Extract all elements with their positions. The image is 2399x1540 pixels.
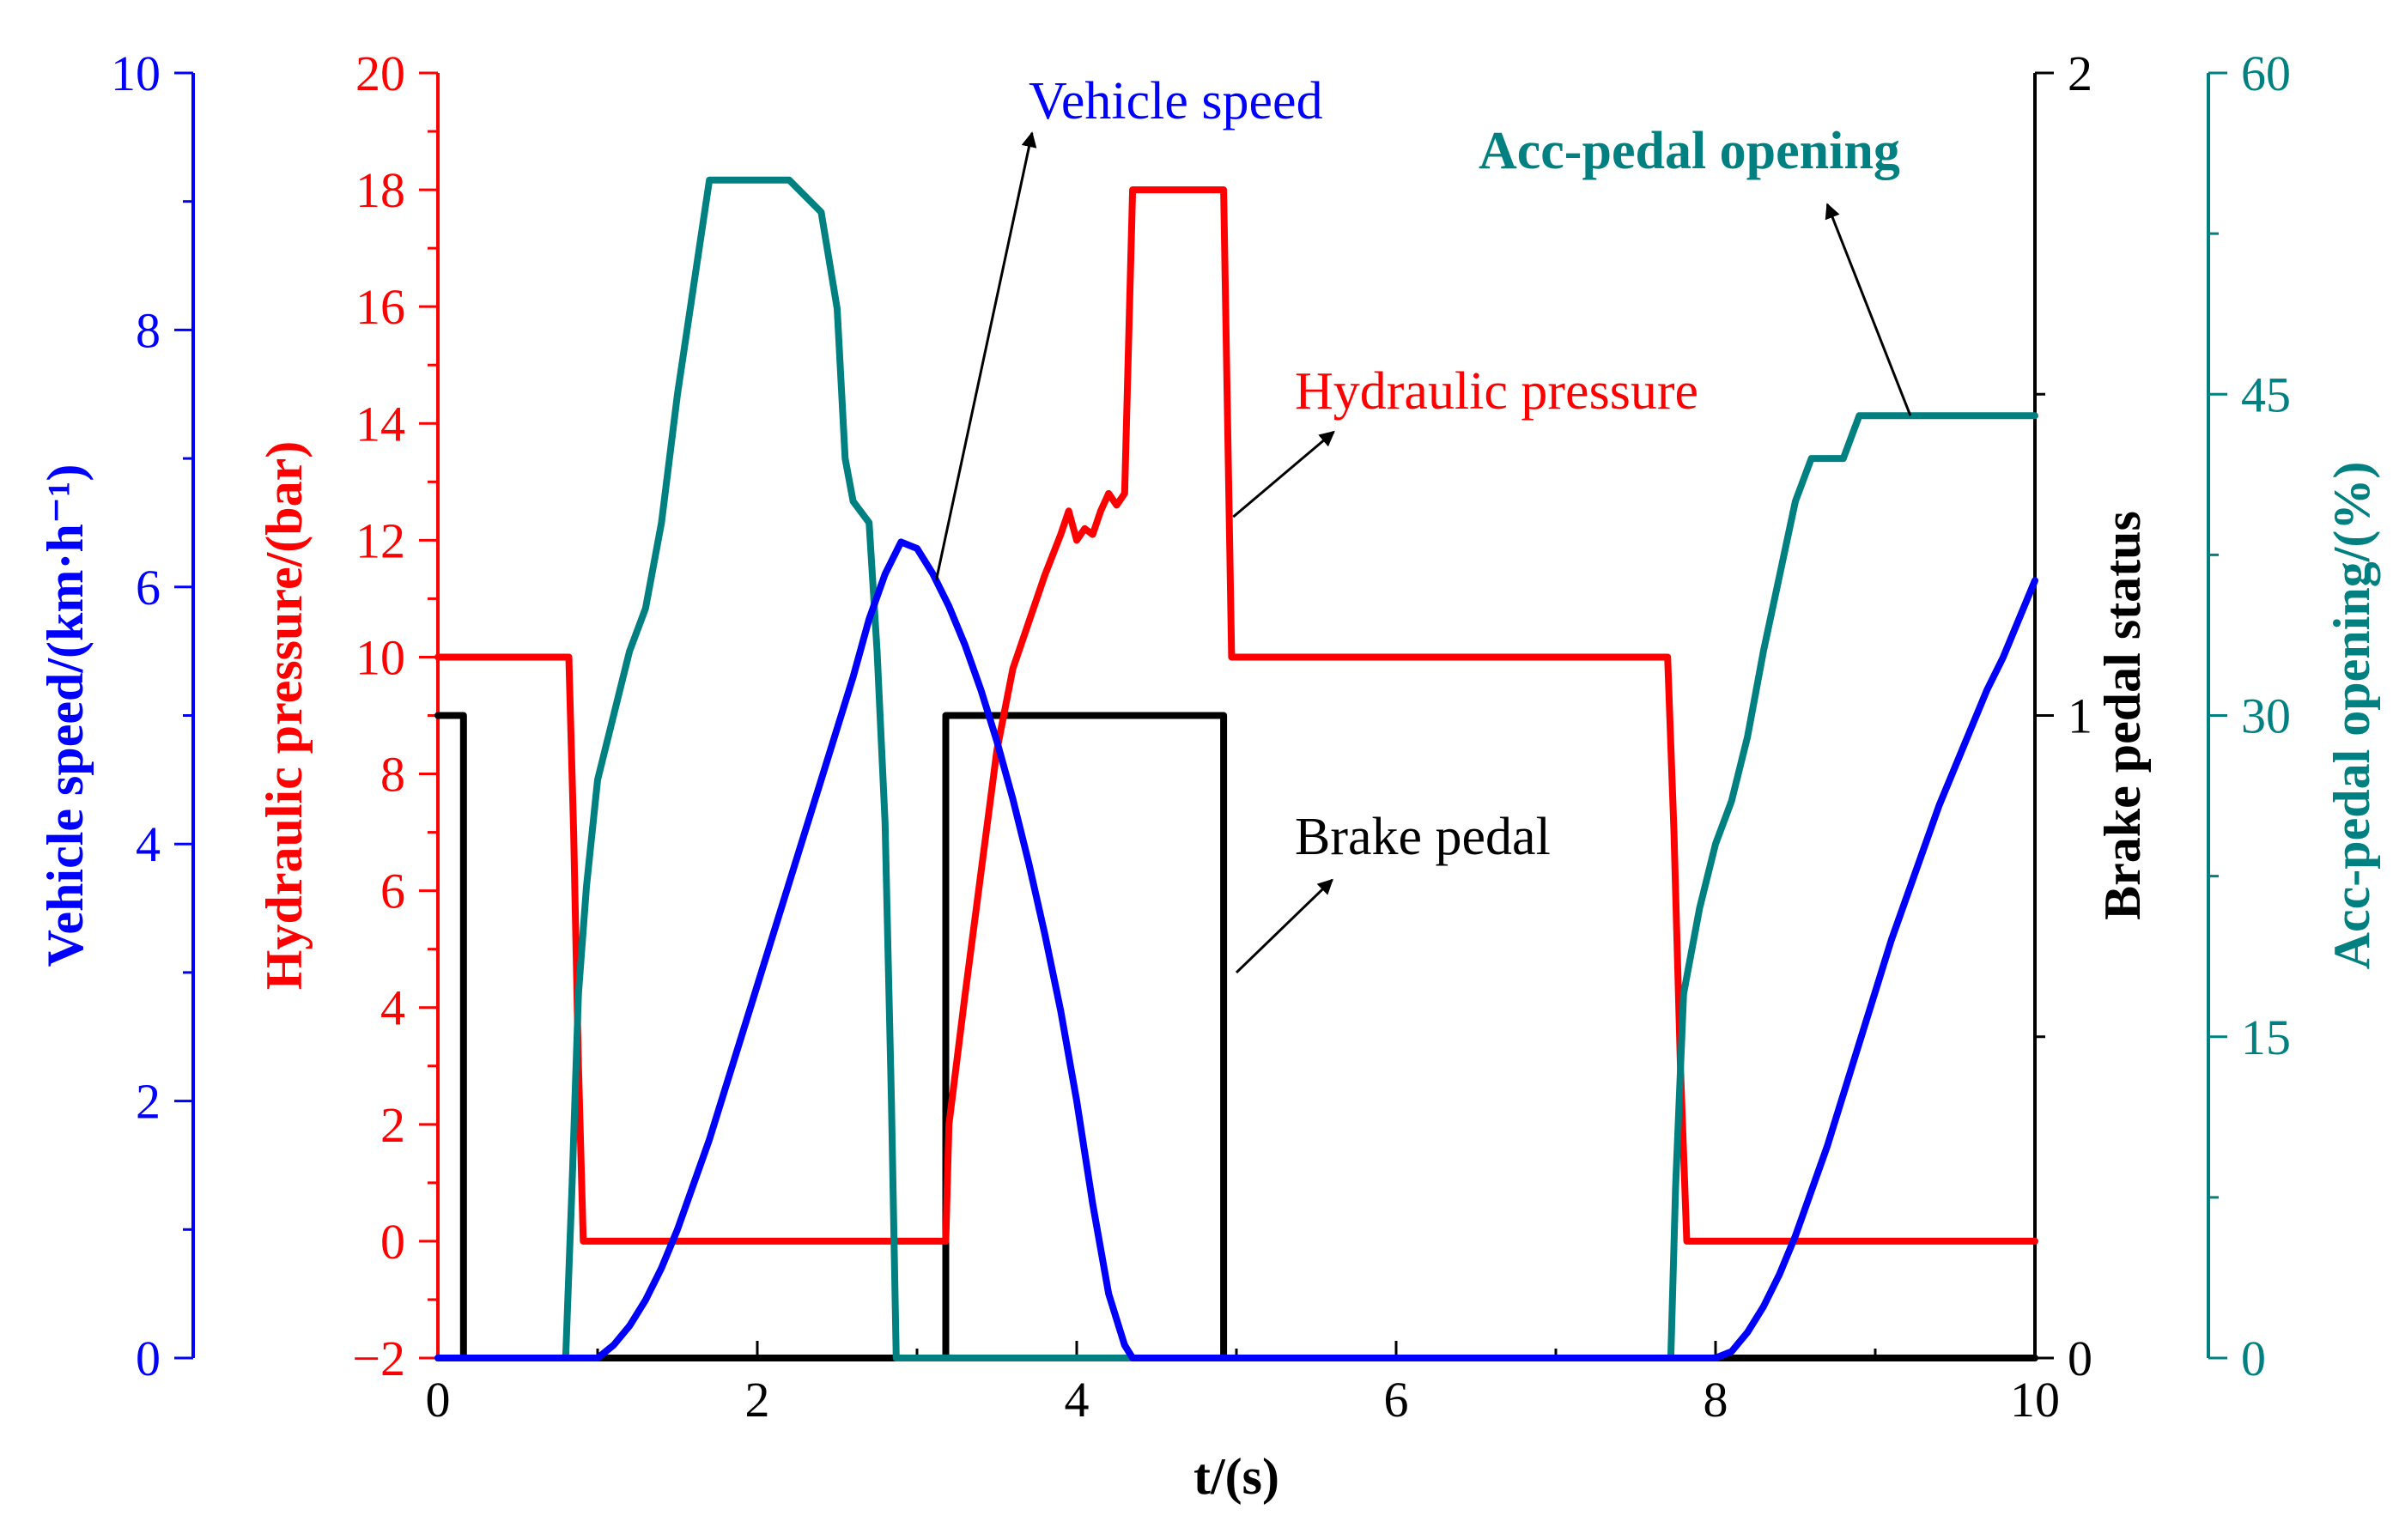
acc-tick-label: 0 <box>2241 1331 2266 1386</box>
speed-tick-label: 6 <box>136 560 161 615</box>
annotation-arrow-brake-pedal <box>1235 878 1333 973</box>
pressure-tick-label: 2 <box>380 1097 405 1153</box>
brake-tick-label: 1 <box>2068 688 2092 744</box>
series-hydraulic-pressure <box>434 186 2038 1245</box>
pressure-tick-label: 16 <box>355 279 405 335</box>
brake-axis-title: Brake pedal status <box>2094 511 2151 920</box>
annotation-brake-pedal: Brake pedal <box>1295 808 1551 866</box>
acc-axis-title: Acc-pedal opening/(%) <box>2323 462 2380 970</box>
acc-tick-label: 45 <box>2241 367 2291 422</box>
x-axis-title: t/(s) <box>1193 1448 1279 1505</box>
x-tick-label: 2 <box>745 1372 770 1428</box>
pressure-tick-label: −2 <box>352 1331 405 1386</box>
annotation-hydraulic-pressure: Hydraulic pressure <box>1295 362 1698 421</box>
acc-tick-label: 30 <box>2241 688 2291 744</box>
speed-tick-label: 10 <box>111 45 161 101</box>
x-tick-label: 4 <box>1065 1372 1090 1428</box>
x-tick-label: 8 <box>1704 1372 1728 1428</box>
x-tick-label: 6 <box>1384 1372 1409 1428</box>
annotation-acc-pedal-opening: Acc-pedal opening <box>1479 122 1900 180</box>
pressure-tick-label: 0 <box>380 1214 405 1270</box>
speed-tick-label: 8 <box>136 302 161 358</box>
x-tick-label: 10 <box>2010 1372 2060 1428</box>
pressure-tick-label: 4 <box>380 980 405 1036</box>
pressure-tick-label: 12 <box>355 512 405 568</box>
brake-tick-label: 0 <box>2068 1331 2092 1386</box>
pressure-axis-title: Hydraulic pressure/(bar) <box>256 441 313 990</box>
acc-tick-label: 15 <box>2241 1009 2291 1065</box>
speed-tick-label: 4 <box>136 816 161 872</box>
speed-tick-label: 2 <box>136 1074 161 1130</box>
series-acc-pedal-opening <box>434 176 2038 1361</box>
pressure-tick-label: 10 <box>355 629 405 685</box>
annotation-arrow-vehicle-speed <box>934 131 1037 581</box>
pressure-tick-label: 18 <box>355 162 405 218</box>
pressure-tick-label: 6 <box>380 864 405 919</box>
brake-tick-label: 2 <box>2068 45 2092 101</box>
series-vehicle-speed <box>434 538 2038 1361</box>
acc-tick-label: 60 <box>2241 45 2291 101</box>
annotation-vehicle-speed: Vehicle speed <box>1029 72 1323 130</box>
speed-axis-title: Vehicle speed/(km·h⁻¹) <box>37 464 94 967</box>
pressure-tick-label: 8 <box>380 747 405 803</box>
x-tick-label: 0 <box>426 1372 451 1428</box>
pressure-tick-label: 14 <box>355 396 405 452</box>
speed-tick-label: 0 <box>136 1331 161 1386</box>
annotation-arrow-hydraulic-pressure <box>1232 430 1335 518</box>
annotations: Vehicle speed Acc-pedal opening Hydraulic … <box>934 72 1912 973</box>
series-brake-pedal <box>434 712 2038 1361</box>
pressure-tick-label: 20 <box>355 45 405 101</box>
series <box>434 176 2038 1361</box>
annotation-arrow-acc-pedal-opening <box>1825 203 1912 416</box>
